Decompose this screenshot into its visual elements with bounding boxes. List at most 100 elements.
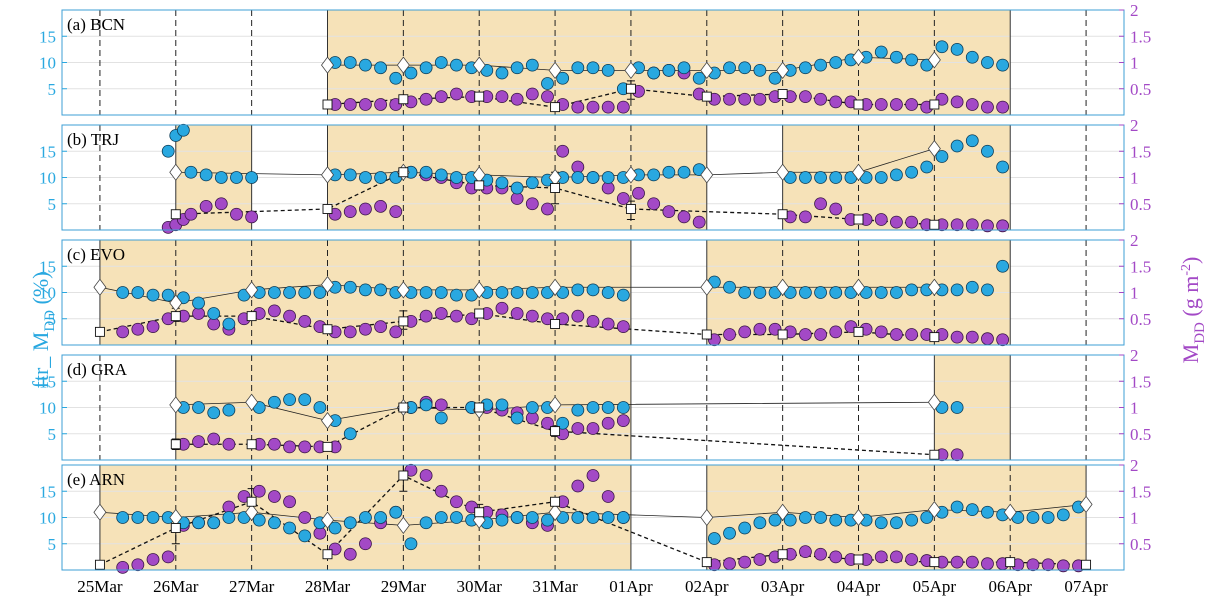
mdd-point (161, 550, 175, 564)
ftr-point (214, 171, 228, 184)
ftr-point (723, 61, 736, 75)
mdd-point (1056, 559, 1070, 573)
ftr-point (723, 280, 736, 294)
ftr-point (343, 56, 357, 69)
ftr-point (495, 286, 509, 299)
mdd-point (571, 479, 585, 493)
x-tick-label: 05Apr (913, 577, 957, 596)
mdd-daily-marker (474, 308, 485, 319)
ftr-daily-marker (700, 278, 714, 296)
mdd-point (981, 100, 994, 114)
x-tick-label: 28Mar (305, 577, 351, 596)
ftr-point (601, 63, 615, 77)
ftr-point (116, 511, 130, 524)
mdd-daily-marker (170, 523, 181, 533)
ftr-point (495, 513, 509, 527)
ftr-daily-marker (1079, 495, 1093, 514)
mdd-point (525, 197, 539, 211)
left-tick-label: 10 (39, 509, 56, 528)
ftr-point (199, 168, 213, 182)
mdd-point (890, 550, 903, 564)
mdd-point (965, 555, 979, 569)
ftr-point (146, 511, 160, 524)
mdd-point (541, 90, 554, 104)
ftr-point (996, 259, 1010, 273)
ftr-point (313, 401, 327, 414)
mdd-point (207, 432, 221, 446)
ftr-point (192, 516, 205, 530)
mdd-point (245, 210, 259, 224)
ftr-daily-marker (396, 516, 410, 535)
ftr-point (525, 511, 539, 524)
ftr-point (450, 288, 463, 302)
mdd-point (981, 332, 994, 346)
mdd-point (981, 557, 994, 571)
ftr-point (131, 511, 145, 524)
mdd-point (419, 469, 433, 482)
ftr-point (252, 513, 266, 527)
mdd-point (905, 98, 918, 111)
ftr-point (829, 513, 843, 527)
ftr-point (586, 61, 600, 75)
ftr-daily-marker (927, 278, 941, 296)
ftr-point (647, 66, 661, 80)
mdd-point (829, 95, 843, 109)
x-axis: 25Mar 26Mar 27Mar 28Mar 29Mar 30Mar 31Mar 01Apr… (77, 577, 1108, 596)
ftr-daily-marker (776, 503, 790, 521)
mdd-point (419, 309, 433, 323)
ftr-point (707, 532, 721, 545)
mdd-daily-marker (474, 507, 485, 518)
mdd-point (616, 192, 630, 205)
ftr-point (161, 144, 175, 158)
mdd-daily-marker (1005, 557, 1016, 568)
ftr-point (374, 283, 388, 297)
ftr-point (965, 50, 979, 64)
panel-1: 5 10 15 0.5 1 1.5 2 (b) TRJ (39, 116, 1151, 234)
ftr-point (146, 288, 160, 302)
ftr-daily-marker (624, 61, 638, 80)
ftr-daily-marker (776, 278, 790, 296)
mdd-daily-marker (322, 324, 333, 335)
left-tick-label: 15 (39, 372, 56, 391)
mdd-point (586, 314, 600, 328)
left-tick-label: 15 (39, 257, 56, 276)
ftr-point (890, 168, 903, 182)
ftr-point (874, 286, 888, 299)
ftr-point (768, 513, 782, 527)
ftr-point (662, 165, 676, 179)
mdd-point (616, 100, 630, 114)
ftr-point (495, 176, 509, 190)
ftr-daily-marker (396, 56, 410, 74)
ftr-point (935, 40, 949, 54)
ftr-point (601, 286, 615, 299)
x-tick-label: 31Mar (532, 577, 578, 596)
mdd-point (616, 320, 630, 334)
x-tick-label: 27Mar (229, 577, 275, 596)
mdd-point (753, 322, 767, 336)
mdd-point (996, 219, 1010, 233)
right-tick-label: 0.5 (1130, 425, 1151, 444)
mdd-point (1041, 558, 1055, 572)
ftr-point (184, 165, 198, 179)
mdd-daily-marker (170, 311, 181, 322)
ftr-point (905, 165, 918, 179)
ftr-point (571, 61, 585, 75)
mdd-point (996, 333, 1010, 347)
ftr-point (359, 58, 372, 72)
right-axis-title: MDD (g m-2) (1178, 257, 1208, 364)
mdd-point (283, 309, 296, 323)
ftr-point (1056, 508, 1070, 522)
ftr-daily-marker (169, 163, 183, 181)
ftr-point (419, 165, 433, 179)
mdd-point (419, 92, 433, 106)
mdd-point (525, 87, 539, 101)
right-tick-label: 2 (1130, 456, 1139, 475)
mdd-point (541, 202, 554, 216)
mdd-point (799, 90, 812, 104)
x-tick-label: 25Mar (77, 577, 123, 596)
ftr-point (950, 42, 964, 56)
mdd-point (586, 422, 600, 435)
ftr-point (874, 516, 888, 530)
mdd-point (495, 301, 509, 315)
